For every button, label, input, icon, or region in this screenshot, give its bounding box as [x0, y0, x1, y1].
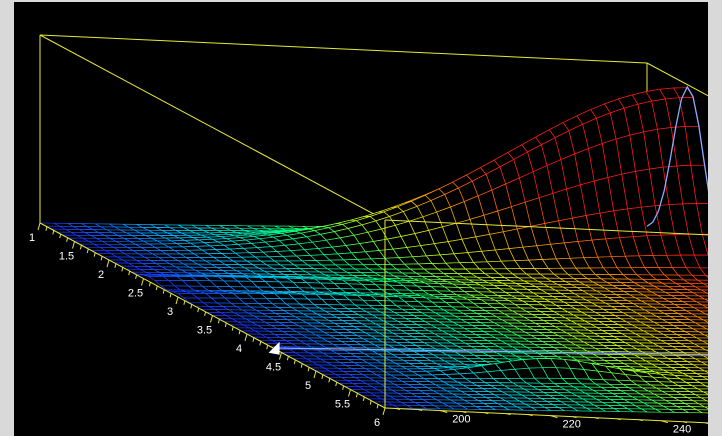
y-minor-tick	[594, 417, 599, 420]
x-tick-label: 2.5	[128, 288, 143, 300]
x-minor-tick	[355, 393, 358, 398]
surface-plot[interactable]: 11.522.533.544.555.562002202402602803002…	[14, 2, 708, 436]
x-tick-mark	[279, 352, 282, 360]
y-minor-tick	[484, 412, 489, 415]
y-tick-mark	[660, 420, 669, 424]
y-minor-tick	[528, 414, 533, 417]
x-minor-tick	[259, 341, 262, 346]
x-minor-tick	[376, 404, 379, 409]
y-tick-label: 200	[452, 414, 470, 426]
x-minor-tick	[321, 374, 324, 379]
axis-markers	[268, 85, 708, 356]
x-minor-tick	[224, 322, 227, 328]
y-minor-tick	[395, 408, 401, 410]
y-minor-tick	[417, 409, 423, 411]
x-minor-tick	[93, 252, 96, 257]
x-minor-tick	[121, 267, 124, 272]
x-tick-mark	[210, 315, 213, 323]
x-minor-tick	[300, 363, 303, 368]
x-minor-tick	[328, 378, 331, 383]
y-minor-tick	[682, 421, 688, 424]
x-minor-tick	[231, 326, 234, 331]
x-minor-tick	[342, 385, 345, 390]
x-tick-label: 3.5	[197, 325, 212, 337]
x-minor-tick	[335, 381, 338, 387]
x-minor-tick	[79, 245, 82, 250]
x-minor-tick	[286, 356, 289, 361]
x-tick-label: 1.5	[59, 251, 74, 263]
x-minor-tick	[217, 319, 220, 324]
x-tick-mark	[348, 389, 351, 397]
x-tick-mark	[72, 241, 75, 249]
x-minor-tick	[162, 289, 165, 294]
x-tick-mark	[141, 278, 144, 286]
box-edge	[39, 34, 648, 64]
x-minor-tick	[293, 359, 296, 365]
y-minor-tick	[704, 422, 708, 425]
x-tick-mark	[313, 370, 317, 379]
x-tick-mark	[244, 333, 248, 342]
x-tick-label: 4	[236, 343, 242, 355]
box-edge	[39, 34, 386, 221]
x-tick-label: 5.5	[335, 399, 350, 411]
x-minor-tick	[135, 274, 138, 279]
y-minor-tick	[616, 418, 621, 421]
x-tick-mark	[37, 222, 41, 231]
x-tick-label: 2	[98, 269, 104, 281]
x-minor-tick	[59, 233, 62, 239]
x-minor-tick	[148, 282, 151, 287]
y-minor-tick	[572, 416, 577, 419]
x-minor-tick	[169, 293, 172, 298]
surface-mesh	[39, 87, 708, 414]
x-minor-tick	[45, 226, 48, 231]
x-minor-tick	[204, 311, 207, 316]
x-minor-tick	[190, 304, 193, 309]
x-minor-tick	[183, 300, 186, 305]
x-tick-label: 1	[29, 232, 35, 244]
x-minor-tick	[197, 307, 200, 313]
x-tick-label: 4.5	[266, 362, 281, 374]
y-minor-tick	[506, 413, 511, 416]
x-minor-tick	[52, 230, 55, 235]
y-tick-mark	[550, 415, 558, 419]
x-minor-tick	[252, 337, 255, 342]
x-minor-tick	[155, 285, 158, 291]
x-tick-label: 5	[305, 380, 311, 392]
y-minor-tick	[638, 419, 643, 422]
x-minor-tick	[362, 396, 365, 402]
box-edge	[646, 62, 708, 97]
x-tick-label: 3	[167, 306, 173, 318]
x-minor-tick	[86, 248, 89, 254]
x-minor-tick	[307, 367, 310, 372]
x-minor-tick	[128, 270, 131, 276]
x-slice-handle[interactable]	[268, 341, 280, 355]
box-edge	[384, 219, 708, 236]
x-minor-tick	[100, 256, 103, 261]
plot-frame: 11.522.533.544.555.562002202402602803002…	[14, 2, 708, 436]
x-minor-tick	[114, 263, 117, 268]
y-minor-tick	[462, 411, 467, 414]
y-tick-mark	[440, 410, 448, 413]
x-minor-tick	[66, 237, 69, 242]
x-tick-mark	[382, 407, 386, 416]
axis-ticks: 11.522.533.544.555.562002202402602803002…	[29, 222, 708, 436]
x-minor-tick	[238, 330, 241, 335]
x-minor-tick	[266, 344, 269, 350]
x-tick-mark	[175, 296, 179, 305]
y-tick-label: 240	[673, 424, 691, 436]
x-tick-mark	[106, 259, 110, 268]
x-tick-label: 6	[374, 417, 380, 429]
y-tick-label: 220	[563, 419, 581, 431]
x-minor-tick	[369, 400, 372, 405]
x-slice-line	[274, 347, 708, 356]
y-slice-line	[646, 85, 708, 227]
